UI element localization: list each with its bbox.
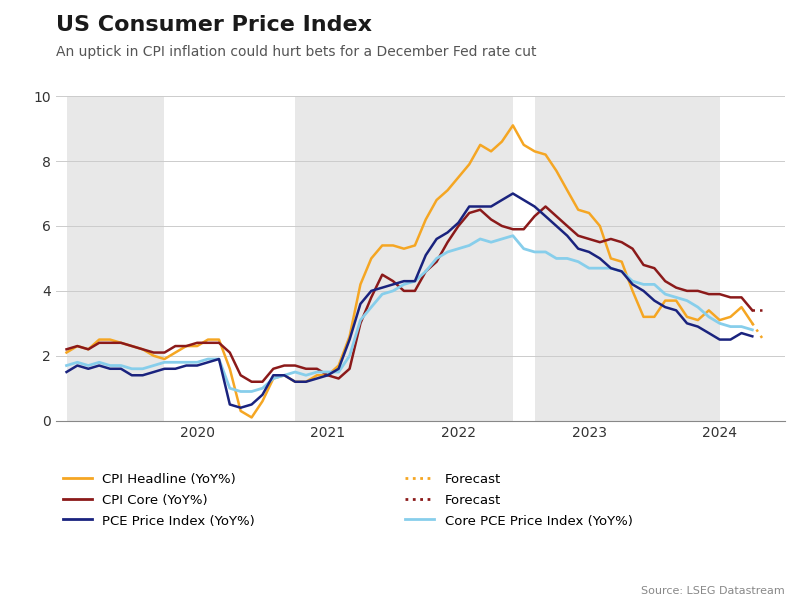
Text: An uptick in CPI inflation could hurt bets for a December Fed rate cut: An uptick in CPI inflation could hurt be… bbox=[56, 45, 537, 59]
Bar bbox=[295, 96, 513, 421]
Legend: Forecast, Forecast, Core PCE Price Index (YoY%): Forecast, Forecast, Core PCE Price Index… bbox=[405, 473, 633, 528]
Text: Source: LSEG Datastream: Source: LSEG Datastream bbox=[642, 586, 785, 596]
Bar bbox=[534, 96, 719, 421]
Bar bbox=[66, 96, 164, 421]
Text: US Consumer Price Index: US Consumer Price Index bbox=[56, 15, 372, 35]
